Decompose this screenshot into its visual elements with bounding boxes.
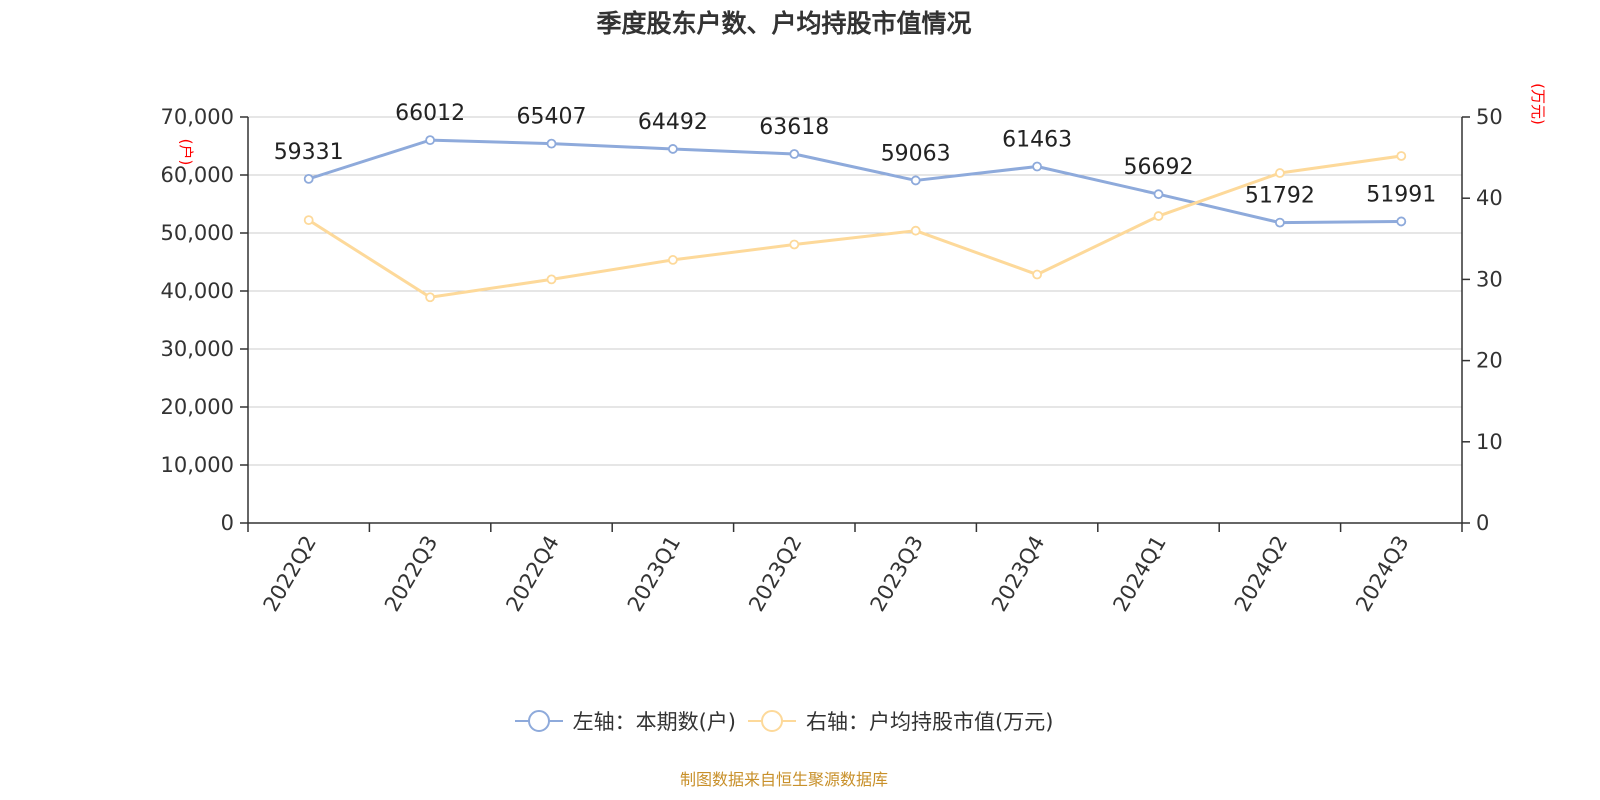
legend-label-right-series: 右轴：户均持股市值(万元) bbox=[806, 710, 1054, 734]
data-label: 63618 bbox=[759, 115, 829, 140]
data-point-left bbox=[303, 173, 314, 184]
data-label: 66012 bbox=[395, 101, 465, 126]
data-point-right bbox=[546, 274, 557, 285]
data-point-left bbox=[668, 144, 678, 154]
x-axis-tick-label: 2022Q2 bbox=[259, 532, 321, 616]
right-axis-tick-label: 30 bbox=[1476, 267, 1503, 291]
data-point-left bbox=[1032, 161, 1042, 172]
series-line-right bbox=[307, 154, 1402, 299]
left-axis-unit-label: (户) bbox=[177, 139, 195, 166]
left-axis-tick-label: 10,000 bbox=[161, 453, 234, 477]
legend-item-left-series[interactable]: 左轴：本期数(户) bbox=[514, 706, 736, 736]
right-axis-tick-label: 50 bbox=[1476, 105, 1503, 129]
data-point-right bbox=[425, 292, 436, 303]
legend-marker-left-series bbox=[514, 710, 563, 732]
data-label: 65407 bbox=[517, 105, 587, 130]
x-axis-tick-label: 2023Q2 bbox=[744, 532, 806, 616]
data-point-left bbox=[789, 149, 800, 159]
data-point-right bbox=[1275, 168, 1285, 178]
data-point-left bbox=[546, 138, 557, 149]
data-label: 51991 bbox=[1366, 182, 1436, 207]
data-point-left bbox=[1153, 189, 1164, 200]
data-point-right bbox=[668, 255, 678, 265]
x-axis-tick-label: 2024Q2 bbox=[1230, 532, 1292, 616]
right-axis-unit-label: (万元) bbox=[1529, 83, 1547, 125]
data-point-left bbox=[910, 175, 921, 186]
data-point-left bbox=[1275, 217, 1285, 228]
x-axis-tick-label: 2024Q1 bbox=[1108, 532, 1170, 616]
data-label: 64492 bbox=[638, 110, 708, 135]
line-chart: 0 10,000 20,000 30,000 40,000 50,000 60,000 70,… bbox=[161, 83, 1547, 616]
left-axis-tick-label: 20,000 bbox=[161, 395, 234, 419]
x-axis-tick-label: 2022Q3 bbox=[380, 532, 442, 616]
x-axis-tick-label: 2022Q4 bbox=[501, 532, 563, 616]
right-axis-tick-label: 0 bbox=[1476, 511, 1489, 535]
source-note: 制图数据来自恒生聚源数据库 bbox=[679, 770, 888, 789]
data-point-right bbox=[789, 239, 800, 250]
x-axis-tick-label: 2023Q4 bbox=[987, 532, 1049, 616]
right-axis-tick-label: 40 bbox=[1476, 186, 1503, 210]
data-point-right bbox=[1032, 269, 1042, 280]
x-axis-tick-label: 2024Q3 bbox=[1351, 532, 1413, 616]
data-label: 51792 bbox=[1245, 184, 1315, 209]
right-axis-tick-label: 10 bbox=[1476, 430, 1503, 454]
data-label: 59331 bbox=[274, 140, 344, 165]
left-axis-tick-label: 70,000 bbox=[161, 105, 234, 129]
right-axis-tick-label: 20 bbox=[1476, 349, 1503, 373]
x-axis-tick-label: 2023Q1 bbox=[623, 532, 685, 616]
legend-marker-right-series bbox=[748, 710, 796, 732]
data-point-right bbox=[1153, 211, 1164, 221]
legend-label-left-series: 左轴：本期数(户) bbox=[572, 710, 736, 734]
left-axis-tick-label: 40,000 bbox=[161, 279, 234, 303]
left-axis-tick-label: 50,000 bbox=[161, 221, 234, 245]
data-label: 61463 bbox=[1002, 128, 1072, 153]
legend-item-right-series[interactable]: 右轴：户均持股市值(万元) bbox=[748, 706, 1053, 736]
data-point-right bbox=[1396, 151, 1407, 161]
left-axis-tick-label: 30,000 bbox=[161, 337, 234, 361]
chart-title: 季度股东户数、户均持股市值情况 bbox=[596, 9, 972, 38]
data-point-left bbox=[425, 135, 436, 146]
series-line-left bbox=[308, 138, 1402, 225]
data-point-right bbox=[303, 215, 314, 226]
data-point-right bbox=[910, 225, 921, 236]
data-label: 59063 bbox=[881, 141, 951, 166]
left-axis-tick-label: 0 bbox=[221, 511, 234, 535]
x-axis-tick-label: 2023Q3 bbox=[866, 532, 928, 616]
legend: 左轴：本期数(户) 右轴：户均持股市值(万元) bbox=[0, 706, 1568, 736]
data-point-left bbox=[1396, 216, 1407, 227]
data-label: 56692 bbox=[1124, 155, 1194, 180]
left-axis-tick-label: 60,000 bbox=[161, 163, 234, 187]
